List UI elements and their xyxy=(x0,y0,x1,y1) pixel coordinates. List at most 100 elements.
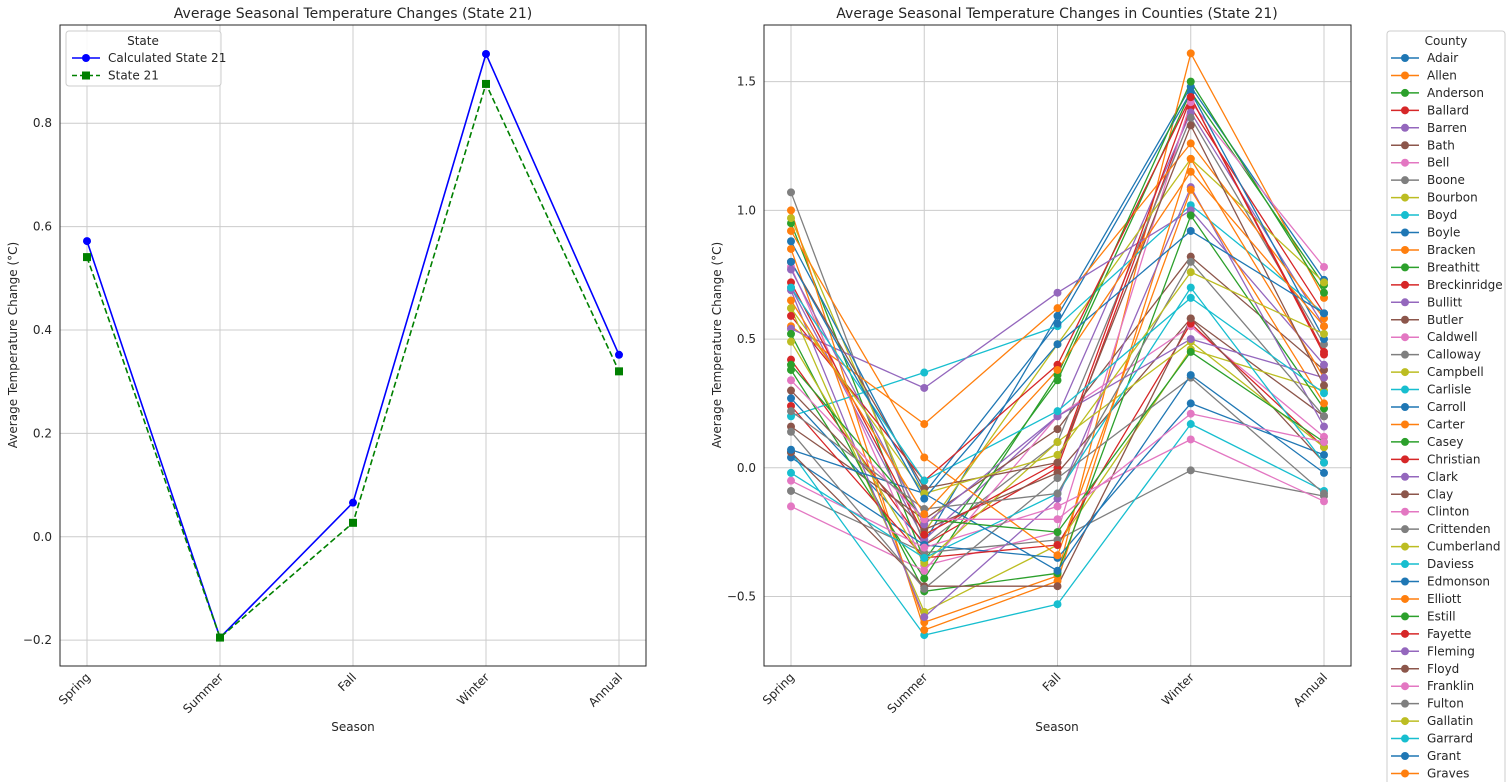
c1-legend-label-calculated-state-21: Calculated State 21 xyxy=(108,51,226,65)
c2-legend-marker-adair xyxy=(1401,54,1409,62)
c2-y-tick-label: 1.0 xyxy=(737,203,756,217)
chart1-legend-title: State xyxy=(127,34,159,48)
c2-legend-marker-allen xyxy=(1401,71,1409,80)
chart-counties: Average Seasonal Temperature Changes in … xyxy=(710,6,1506,782)
c2-y-tick-label: 0.0 xyxy=(737,461,756,475)
c2-point-estill xyxy=(1053,528,1062,537)
c2-legend-marker-edmonson xyxy=(1401,577,1409,586)
c2-legend-label-campbell: Campbell xyxy=(1427,365,1484,379)
c2-point-clinton xyxy=(1320,497,1328,506)
c2-legend-label-graves: Graves xyxy=(1427,766,1469,780)
c2-point-grant xyxy=(1320,309,1328,318)
c2-x-tick-label: Fall xyxy=(1040,670,1064,694)
c2-point-gallatin xyxy=(1186,268,1195,277)
chart1-y-axis-label: Average Temperature Change (°C) xyxy=(6,242,20,448)
c2-point-edmonson xyxy=(787,445,795,454)
c2-point-daviess xyxy=(787,468,795,477)
chart-state-21: Average Seasonal Temperature Changes (St… xyxy=(6,6,647,734)
c2-point-carroll xyxy=(1186,399,1195,408)
c1-x-tick-label: Winter xyxy=(454,670,492,708)
c2-legend-label-bell: Bell xyxy=(1427,156,1449,170)
c2-point-graves xyxy=(787,296,795,305)
c2-legend-label-carter: Carter xyxy=(1427,417,1465,431)
c2-legend-marker-campbell xyxy=(1401,368,1409,377)
c2-legend-marker-boyd xyxy=(1401,211,1409,220)
c2-point-christian xyxy=(1053,541,1062,550)
c2-point-floyd xyxy=(1320,381,1328,390)
c2-legend-label-fleming: Fleming xyxy=(1427,644,1475,658)
c2-point-allen xyxy=(787,244,795,253)
c2-point-garrard xyxy=(1186,293,1195,302)
c2-x-tick-label: Spring xyxy=(760,670,797,707)
c1-point-calculated-state-21 xyxy=(482,49,490,58)
c1-y-tick-label: 0.2 xyxy=(33,426,52,440)
c2-legend-label-elliott: Elliott xyxy=(1427,592,1462,606)
c2-point-grant xyxy=(1186,226,1195,235)
chart2-y-tick-labels: −0.5 0.0 0.5 1.0 1.5 xyxy=(727,75,756,604)
c2-point-clay xyxy=(1186,314,1195,323)
c2-point-bell xyxy=(1320,262,1328,271)
c2-legend-label-clay: Clay xyxy=(1427,487,1453,501)
c2-point-casey xyxy=(1186,211,1195,220)
c2-x-tick-label: Annual xyxy=(1291,670,1330,709)
chart1-y-tick-labels: −0.2 0.0 0.2 0.4 0.6 0.8 xyxy=(23,116,52,647)
c2-legend-label-fayette: Fayette xyxy=(1427,627,1471,641)
c2-point-fleming xyxy=(787,265,795,274)
c2-point-garrard xyxy=(920,476,929,485)
c2-legend-label-breckinridge: Breckinridge xyxy=(1427,278,1503,292)
c1-y-tick-label: 0.4 xyxy=(33,323,52,337)
c2-point-bath xyxy=(1053,425,1062,434)
c2-legend-marker-franklin xyxy=(1401,682,1409,691)
c2-point-bourbon xyxy=(1320,278,1328,287)
c2-legend-marker-bullitt xyxy=(1401,298,1409,307)
chart2-legend-frame xyxy=(1386,30,1506,782)
c2-legend-marker-bath xyxy=(1401,141,1409,150)
c2-point-clinton xyxy=(920,543,929,552)
c1-point-calculated-state-21 xyxy=(83,237,91,246)
chart1-legend-frame xyxy=(65,30,222,87)
c2-point-franklin xyxy=(787,376,795,385)
c2-point-daviess xyxy=(920,553,929,562)
c2-point-franklin xyxy=(1186,409,1195,418)
chart2-y-axis-label: Average Temperature Change (°C) xyxy=(710,242,724,448)
c2-legend-label-breathitt: Breathitt xyxy=(1427,260,1480,274)
c2-point-bourbon xyxy=(787,214,795,223)
c2-point-carroll xyxy=(1320,450,1328,459)
c2-point-crittenden xyxy=(787,427,795,436)
c2-point-elliott xyxy=(920,453,929,462)
c2-point-carter xyxy=(1186,154,1195,163)
c1-legend-label-state-21: State 21 xyxy=(108,69,159,83)
c2-point-edmonson xyxy=(1320,468,1328,477)
c1-x-tick-label: Spring xyxy=(56,670,93,707)
c2-legend-label-ballard: Ballard xyxy=(1427,103,1469,117)
c2-point-gallatin xyxy=(1320,329,1328,338)
c1-y-tick-label: −0.2 xyxy=(23,633,52,647)
c2-point-gallatin xyxy=(787,304,795,313)
c2-legend-label-bath: Bath xyxy=(1427,138,1455,152)
c2-point-allen xyxy=(1186,49,1195,58)
c2-point-graves xyxy=(1186,167,1195,176)
c2-point-casey xyxy=(787,329,795,338)
c2-point-boyle xyxy=(1053,319,1062,328)
c1-point-state-21 xyxy=(216,633,224,642)
c1-x-tick-label: Fall xyxy=(335,670,359,694)
c2-legend-marker-carter xyxy=(1401,420,1409,429)
c2-point-clay xyxy=(1053,582,1062,591)
c2-point-fleming xyxy=(1186,335,1195,344)
c2-legend-marker-caldwell xyxy=(1401,333,1409,342)
c2-point-carlisle xyxy=(1186,420,1195,429)
c2-point-cumberland xyxy=(787,337,795,346)
c2-legend-marker-graves xyxy=(1401,769,1409,778)
c2-point-crittenden xyxy=(920,584,929,593)
c2-point-grant xyxy=(920,494,929,503)
c2-point-breathitt xyxy=(920,574,929,583)
c2-legend-marker-cumberland xyxy=(1401,542,1409,551)
c2-point-edmonson xyxy=(1053,566,1062,575)
c2-legend-label-floyd: Floyd xyxy=(1427,662,1459,676)
c2-point-calloway xyxy=(787,486,795,495)
c2-point-floyd xyxy=(1053,458,1062,467)
c2-point-bracken xyxy=(1186,139,1195,148)
c2-point-garrard xyxy=(1053,407,1062,416)
c2-point-elliott xyxy=(1320,399,1328,408)
c2-legend-marker-christian xyxy=(1401,455,1409,464)
